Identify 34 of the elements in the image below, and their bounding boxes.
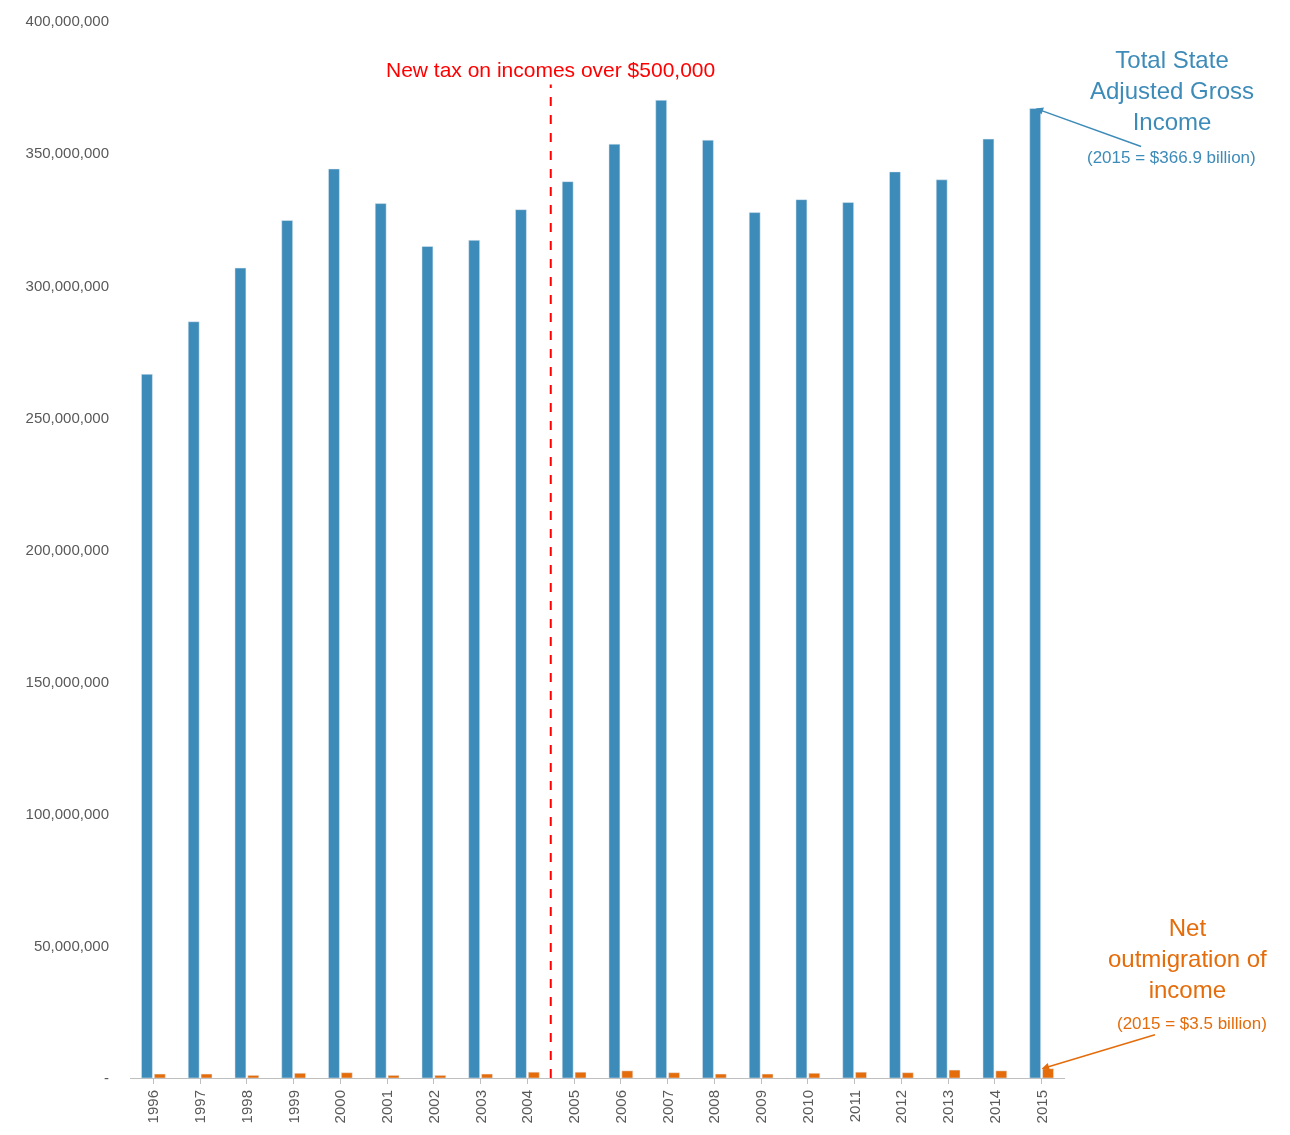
y-tick-label: 400,000,000 <box>25 12 109 30</box>
text: Total State Adjusted Gross Income <box>1090 46 1255 136</box>
x-tick-label: 1997 <box>191 1090 209 1124</box>
y-tick-label: 150,000,000 <box>25 672 109 690</box>
x-tick-label: 1996 <box>144 1090 162 1124</box>
x-tick-label: 2004 <box>518 1090 536 1124</box>
x-tick-label: 2015 <box>1032 1090 1050 1124</box>
x-tick-label: 2007 <box>658 1090 676 1124</box>
x-tick-label: 2010 <box>798 1090 816 1124</box>
text: Net outmigration of income <box>1108 914 1268 1004</box>
x-tick-label: 2002 <box>424 1090 442 1124</box>
annotation: (2015 = $366.9 billion) <box>1087 148 1256 167</box>
y-tick-label: 300,000,000 <box>25 276 109 294</box>
x-tick-label: 2011 <box>845 1090 863 1123</box>
x-tick-label: 2013 <box>939 1090 957 1124</box>
x-tick-label: 2012 <box>892 1090 910 1124</box>
y-tick-label: 100,000,000 <box>25 805 109 822</box>
x-tick-label: 2008 <box>705 1090 723 1124</box>
x-tick-label: 2003 <box>471 1090 489 1124</box>
x-tick-label: 2006 <box>611 1090 629 1124</box>
y-tick-label: 50,000,000 <box>33 937 109 955</box>
y-tick-label: 200,000,000 <box>25 540 109 558</box>
y-tick-label: 350,000,000 <box>25 144 109 162</box>
annotation: (2015 = $3.5 billion) <box>1117 1014 1267 1033</box>
x-tick-label: 1998 <box>237 1090 255 1124</box>
x-tick-label: 2001 <box>378 1090 396 1124</box>
x-tick-label: 2000 <box>331 1090 349 1124</box>
y-tick-label: 250,000,000 <box>25 408 109 426</box>
ref-line-label: New tax on incomes over $500,000 <box>386 58 716 81</box>
x-tick-label: 2005 <box>565 1090 583 1124</box>
x-tick-label: 2014 <box>985 1090 1003 1124</box>
y-tick-label: - <box>104 1069 109 1087</box>
x-tick-label: 1999 <box>284 1090 302 1124</box>
x-tick-label: 2009 <box>752 1090 770 1124</box>
